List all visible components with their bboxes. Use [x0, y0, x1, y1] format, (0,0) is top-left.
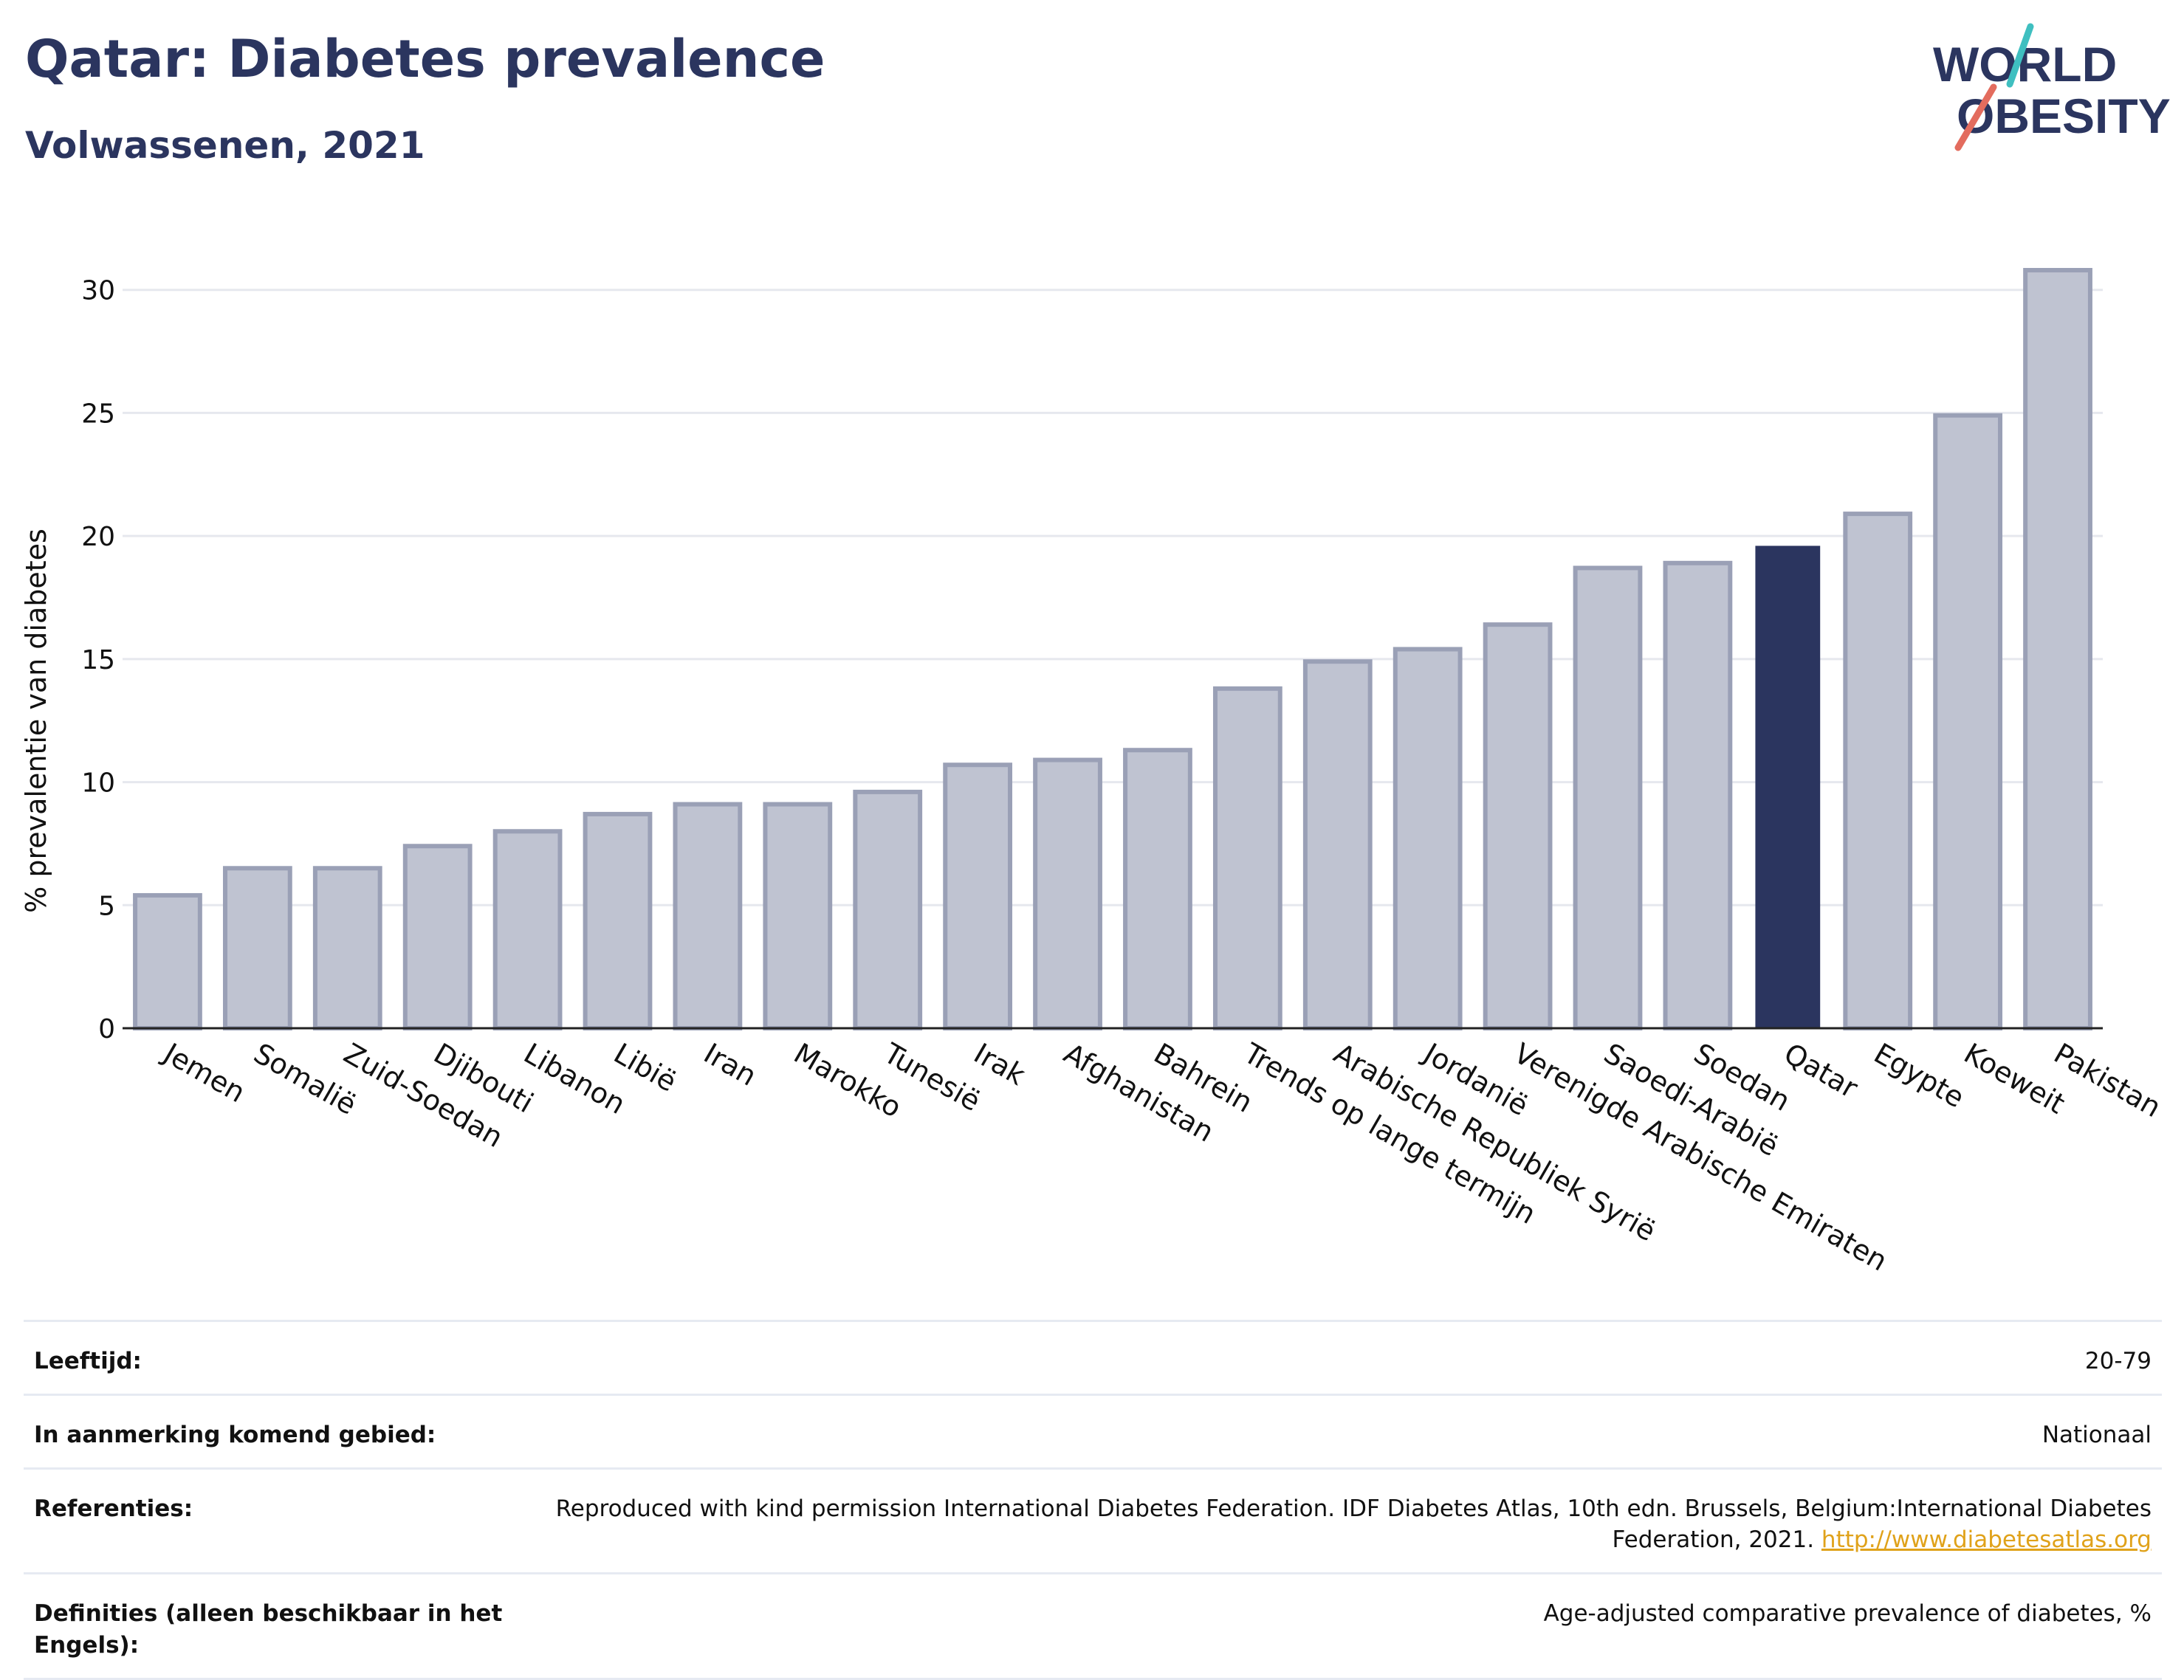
bar-pakistan	[2023, 268, 2092, 1031]
y-tick-label: 30	[81, 276, 115, 306]
x-tick-label: Pakistan	[2049, 1037, 2167, 1124]
page-title: Qatar: Diabetes prevalence	[25, 29, 825, 89]
y-tick-label: 25	[81, 399, 115, 429]
page-subtitle: Volwassenen, 2021	[25, 124, 425, 167]
bar-bahrein	[1123, 748, 1192, 1030]
diabetesatlas-link[interactable]: http://www.diabetesatlas.org	[1821, 1526, 2152, 1554]
bar-saoedi-arabi-	[1573, 565, 1643, 1030]
logo-text-obesity: OBESITY	[1957, 89, 2171, 143]
definitions-value: Age-adjusted comparative prevalence of d…	[517, 1572, 2162, 1680]
bar-tunesi-	[853, 789, 923, 1031]
references-value: Reproduced with kind permission Internat…	[517, 1467, 2162, 1574]
x-tick-label: Somalië	[248, 1037, 362, 1121]
bar-soedan	[1663, 560, 1733, 1030]
references-label: Referenties:	[24, 1467, 517, 1574]
bar-arabische-republiek-syri-	[1302, 659, 1373, 1030]
age-value: 20-79	[517, 1320, 2162, 1395]
y-tick-label: 5	[98, 891, 115, 921]
info-table: Leeftijd: 20-79 In aanmerking komend geb…	[24, 1320, 2162, 1680]
area-label: In aanmerking komend gebied:	[24, 1393, 517, 1469]
bar-iran	[673, 802, 743, 1031]
x-axis-labels: JemenSomaliëZuid-SoedanDjiboutiLibanonLi…	[157, 1036, 2167, 1278]
x-tick-label: Koeweit	[1959, 1037, 2071, 1120]
area-value: Nationaal	[517, 1393, 2162, 1469]
bar-chart: 0 5 10 15 20 25 30 JemenSomaliëZuid-SoedanDjib…	[20, 268, 2167, 1278]
bar-irak	[943, 762, 1013, 1031]
bar-jordani-	[1393, 647, 1463, 1030]
references-text: Reproduced with kind permission Internat…	[555, 1495, 2152, 1554]
bar-djibouti	[402, 844, 473, 1030]
bar-afghanistan	[1033, 757, 1102, 1030]
y-tick-label: 20	[81, 522, 115, 552]
info-row-area: In aanmerking komend gebied: Nationaal	[24, 1393, 2162, 1469]
bars	[133, 268, 2092, 1031]
x-tick-label: Jemen	[157, 1036, 251, 1109]
x-tick-label: Egypte	[1869, 1037, 1970, 1115]
y-tick-label: 10	[81, 768, 115, 799]
y-axis-ticks: 0 5 10 15 20 25 30	[81, 276, 115, 1044]
bar-libi-	[583, 811, 653, 1031]
age-label: Leeftijd:	[24, 1320, 517, 1395]
bar-trends-op-lange-termijn	[1212, 686, 1282, 1030]
info-row-age: Leeftijd: 20-79	[24, 1320, 2162, 1395]
logo-slash-coral	[1954, 83, 1997, 151]
bar-marokko	[763, 802, 833, 1031]
bar-koeweit	[1933, 413, 2003, 1030]
x-tick-label: Irak	[969, 1037, 1031, 1092]
definitions-label: Definities (alleen beschikbaar in het En…	[24, 1572, 517, 1680]
x-tick-label: Iran	[698, 1037, 762, 1092]
x-tick-label: Afghanistan	[1059, 1037, 1220, 1149]
world-obesity-logo[interactable]: WORLD OBESITY	[1920, 22, 2171, 162]
bar-zuid-soedan	[312, 866, 382, 1030]
logo-slash-teal	[2006, 23, 2034, 88]
bar-somali-	[222, 866, 292, 1030]
y-tick-label: 15	[81, 645, 115, 675]
y-tick-label: 0	[98, 1014, 115, 1044]
bar-qatar	[1755, 545, 1821, 1028]
bar-jemen	[133, 892, 202, 1030]
bar-libanon	[492, 829, 563, 1030]
bar-egypte	[1843, 512, 1913, 1030]
info-row-definitions: Definities (alleen beschikbaar in het En…	[24, 1572, 2162, 1680]
x-tick-label: Libanon	[518, 1037, 631, 1120]
y-axis-title: % prevalentie van diabetes	[20, 529, 52, 913]
info-row-references: Referenties: Reproduced with kind permis…	[24, 1467, 2162, 1574]
bar-verenigde-arabische-emiraten	[1483, 622, 1553, 1030]
